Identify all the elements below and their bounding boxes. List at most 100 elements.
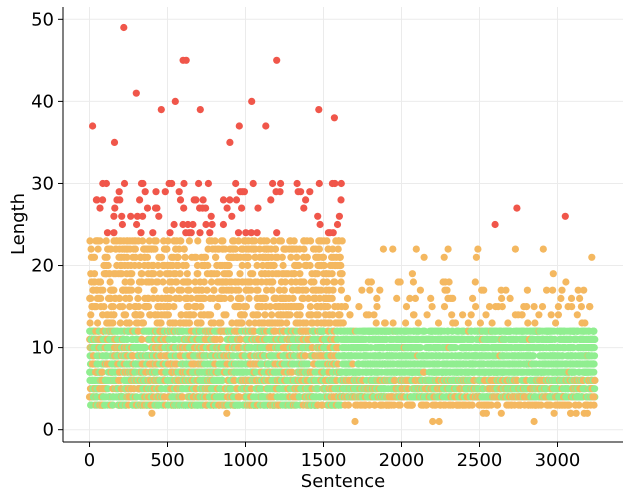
data-point bbox=[202, 253, 210, 261]
data-point bbox=[232, 196, 241, 204]
data-point bbox=[271, 245, 280, 253]
data-point bbox=[90, 270, 99, 278]
data-point bbox=[197, 319, 205, 327]
data-point bbox=[440, 253, 448, 261]
data-point bbox=[279, 261, 287, 270]
data-point bbox=[267, 196, 275, 204]
data-point bbox=[328, 294, 336, 302]
data-point bbox=[402, 319, 410, 327]
data-point bbox=[451, 319, 460, 327]
data-point bbox=[194, 270, 202, 278]
data-point bbox=[328, 270, 336, 278]
data-point bbox=[136, 196, 144, 204]
data-point bbox=[119, 303, 127, 311]
data-point bbox=[139, 212, 147, 220]
data-point bbox=[440, 303, 449, 311]
data-point bbox=[277, 319, 286, 327]
data-point bbox=[314, 212, 322, 220]
data-point bbox=[303, 253, 311, 261]
data-point bbox=[149, 229, 157, 237]
data-point bbox=[300, 278, 308, 286]
data-point bbox=[156, 270, 164, 278]
data-point bbox=[145, 237, 153, 245]
data-point bbox=[177, 237, 185, 245]
data-point bbox=[411, 294, 419, 302]
data-point bbox=[277, 179, 285, 188]
data-point bbox=[183, 270, 191, 278]
data-point bbox=[219, 196, 228, 204]
data-point bbox=[326, 319, 334, 327]
data-point bbox=[247, 229, 255, 237]
data-point bbox=[139, 237, 147, 245]
data-point bbox=[290, 270, 299, 278]
data-point bbox=[225, 261, 233, 270]
data-point bbox=[232, 179, 240, 188]
data-point bbox=[297, 188, 305, 196]
data-point bbox=[235, 286, 243, 294]
data-point bbox=[201, 294, 209, 302]
data-point bbox=[166, 294, 174, 302]
data-point bbox=[443, 286, 451, 294]
data-point bbox=[329, 229, 337, 237]
data-point bbox=[176, 270, 184, 278]
data-point bbox=[228, 212, 236, 220]
data-point bbox=[231, 245, 240, 253]
data-point bbox=[434, 319, 443, 327]
data-point bbox=[250, 327, 258, 335]
data-point bbox=[253, 229, 261, 237]
data-point bbox=[164, 311, 172, 319]
data-point bbox=[170, 303, 178, 311]
data-point bbox=[161, 188, 169, 196]
data-point bbox=[145, 303, 153, 311]
data-point bbox=[192, 196, 200, 204]
data-point bbox=[190, 311, 198, 319]
data-point bbox=[226, 196, 234, 204]
data-point bbox=[334, 245, 342, 253]
data-point bbox=[141, 344, 149, 352]
data-point bbox=[376, 286, 384, 294]
data-point bbox=[268, 286, 276, 294]
data-point bbox=[195, 179, 203, 188]
data-point bbox=[191, 278, 199, 286]
data-point bbox=[444, 245, 452, 253]
data-point bbox=[339, 319, 347, 327]
data-point bbox=[206, 229, 214, 237]
data-point bbox=[367, 278, 375, 286]
data-point bbox=[86, 319, 94, 327]
data-point bbox=[110, 286, 118, 294]
data-point bbox=[270, 237, 278, 245]
data-point bbox=[268, 311, 276, 319]
data-point bbox=[414, 319, 422, 327]
data-point bbox=[445, 278, 453, 286]
data-point bbox=[261, 311, 269, 319]
data-point bbox=[175, 188, 183, 196]
data-point bbox=[94, 319, 102, 327]
data-point bbox=[381, 319, 389, 327]
data-point bbox=[358, 286, 366, 294]
data-point bbox=[187, 229, 195, 237]
data-point bbox=[155, 212, 163, 220]
data-point bbox=[372, 319, 380, 327]
data-point bbox=[293, 179, 301, 188]
data-point bbox=[289, 294, 297, 302]
data-point bbox=[103, 253, 111, 261]
data-point bbox=[123, 253, 131, 261]
data-point bbox=[396, 401, 404, 409]
data-point bbox=[180, 204, 188, 212]
data-point bbox=[133, 220, 141, 229]
data-point bbox=[150, 270, 158, 278]
data-point bbox=[125, 319, 134, 327]
data-point bbox=[315, 245, 323, 253]
data-point bbox=[158, 253, 166, 261]
data-point bbox=[100, 303, 108, 311]
data-point bbox=[216, 335, 224, 343]
data-point bbox=[323, 237, 331, 245]
data-point bbox=[314, 270, 322, 278]
data-point bbox=[238, 319, 246, 327]
data-point bbox=[127, 212, 135, 220]
data-point bbox=[247, 286, 255, 294]
data-point bbox=[121, 278, 129, 286]
data-point bbox=[306, 303, 314, 311]
data-point bbox=[168, 179, 176, 188]
